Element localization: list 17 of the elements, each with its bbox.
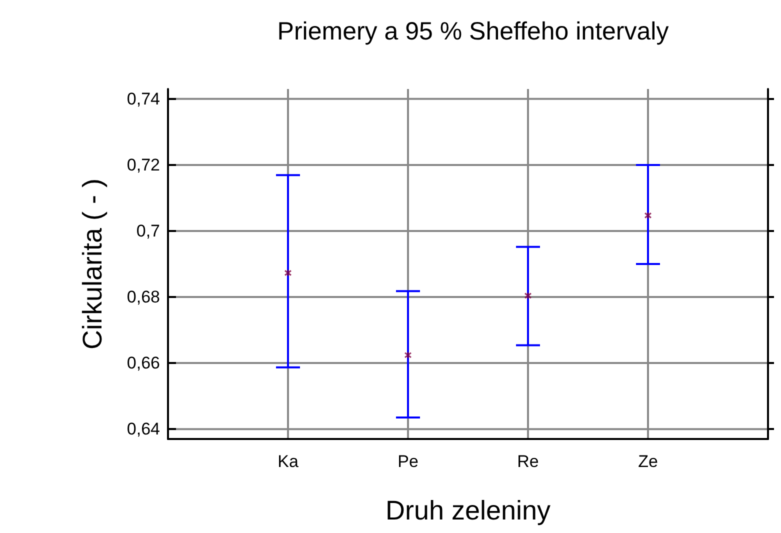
y-tick-label: 0,68: [126, 288, 160, 307]
point: [644, 212, 652, 220]
point: [404, 351, 412, 359]
x-tick-label: Ze: [638, 452, 658, 471]
chart-title: Priemery a 95 % Sheffeho intervaly: [277, 18, 670, 46]
x-axis-title: Druh zeleniny: [385, 496, 552, 526]
x-tick-label: Ka: [278, 452, 299, 471]
y-tick-label: 0,64: [126, 420, 160, 439]
y-tick-label: 0,66: [126, 354, 160, 373]
y-tick-label: 0,72: [126, 155, 160, 174]
x-tick-label: Pe: [398, 452, 418, 471]
x-tick-label: Re: [517, 452, 539, 471]
point: [524, 292, 532, 300]
y-tick-label: 0,7: [136, 221, 160, 240]
y-tick-label: 0,74: [126, 89, 160, 108]
point: [284, 269, 292, 277]
y-axis-title: Cirkularita ( - ): [78, 178, 108, 350]
